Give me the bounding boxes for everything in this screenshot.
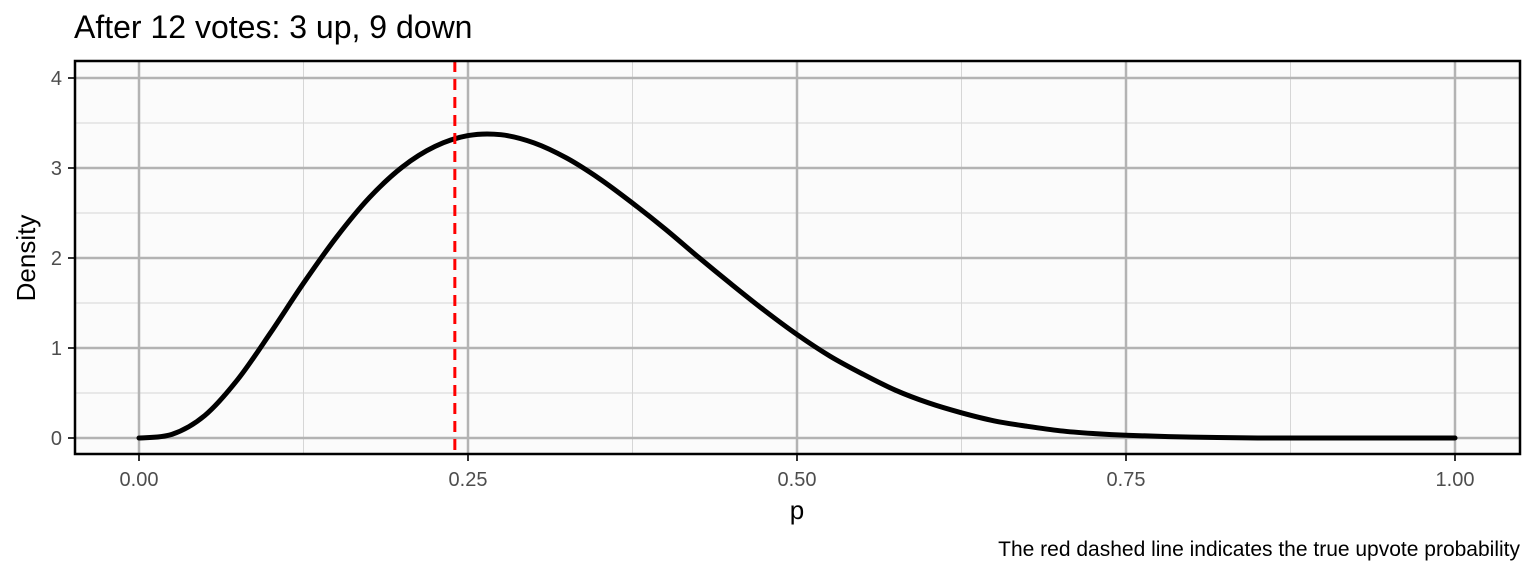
x-tick-label: 0.00 <box>120 469 159 491</box>
x-tick-label: 0.50 <box>778 469 817 491</box>
x-axis-title: p <box>790 495 804 525</box>
chart-caption: The red dashed line indicates the true u… <box>998 538 1520 561</box>
x-tick-label: 1.00 <box>1436 469 1475 491</box>
y-axis-title: Density <box>11 215 41 302</box>
x-tick-label: 0.25 <box>449 469 488 491</box>
density-curve <box>136 131 1458 441</box>
major-gridlines <box>75 61 1520 454</box>
series-layer <box>136 131 1458 441</box>
chart-title: After 12 votes: 3 up, 9 down <box>74 9 472 45</box>
axis-ticks: 0.00 0.25 0.50 0.75 1.00 0 1 2 3 4 <box>51 68 1475 491</box>
x-tick-label: 0.75 <box>1107 469 1146 491</box>
y-tick-label: 2 <box>51 248 62 270</box>
plot-border <box>73 59 1522 456</box>
y-tick-label: 0 <box>51 428 62 450</box>
y-tick-label: 3 <box>51 158 62 180</box>
y-tick-label: 4 <box>51 68 62 90</box>
y-tick-label: 1 <box>51 338 62 360</box>
